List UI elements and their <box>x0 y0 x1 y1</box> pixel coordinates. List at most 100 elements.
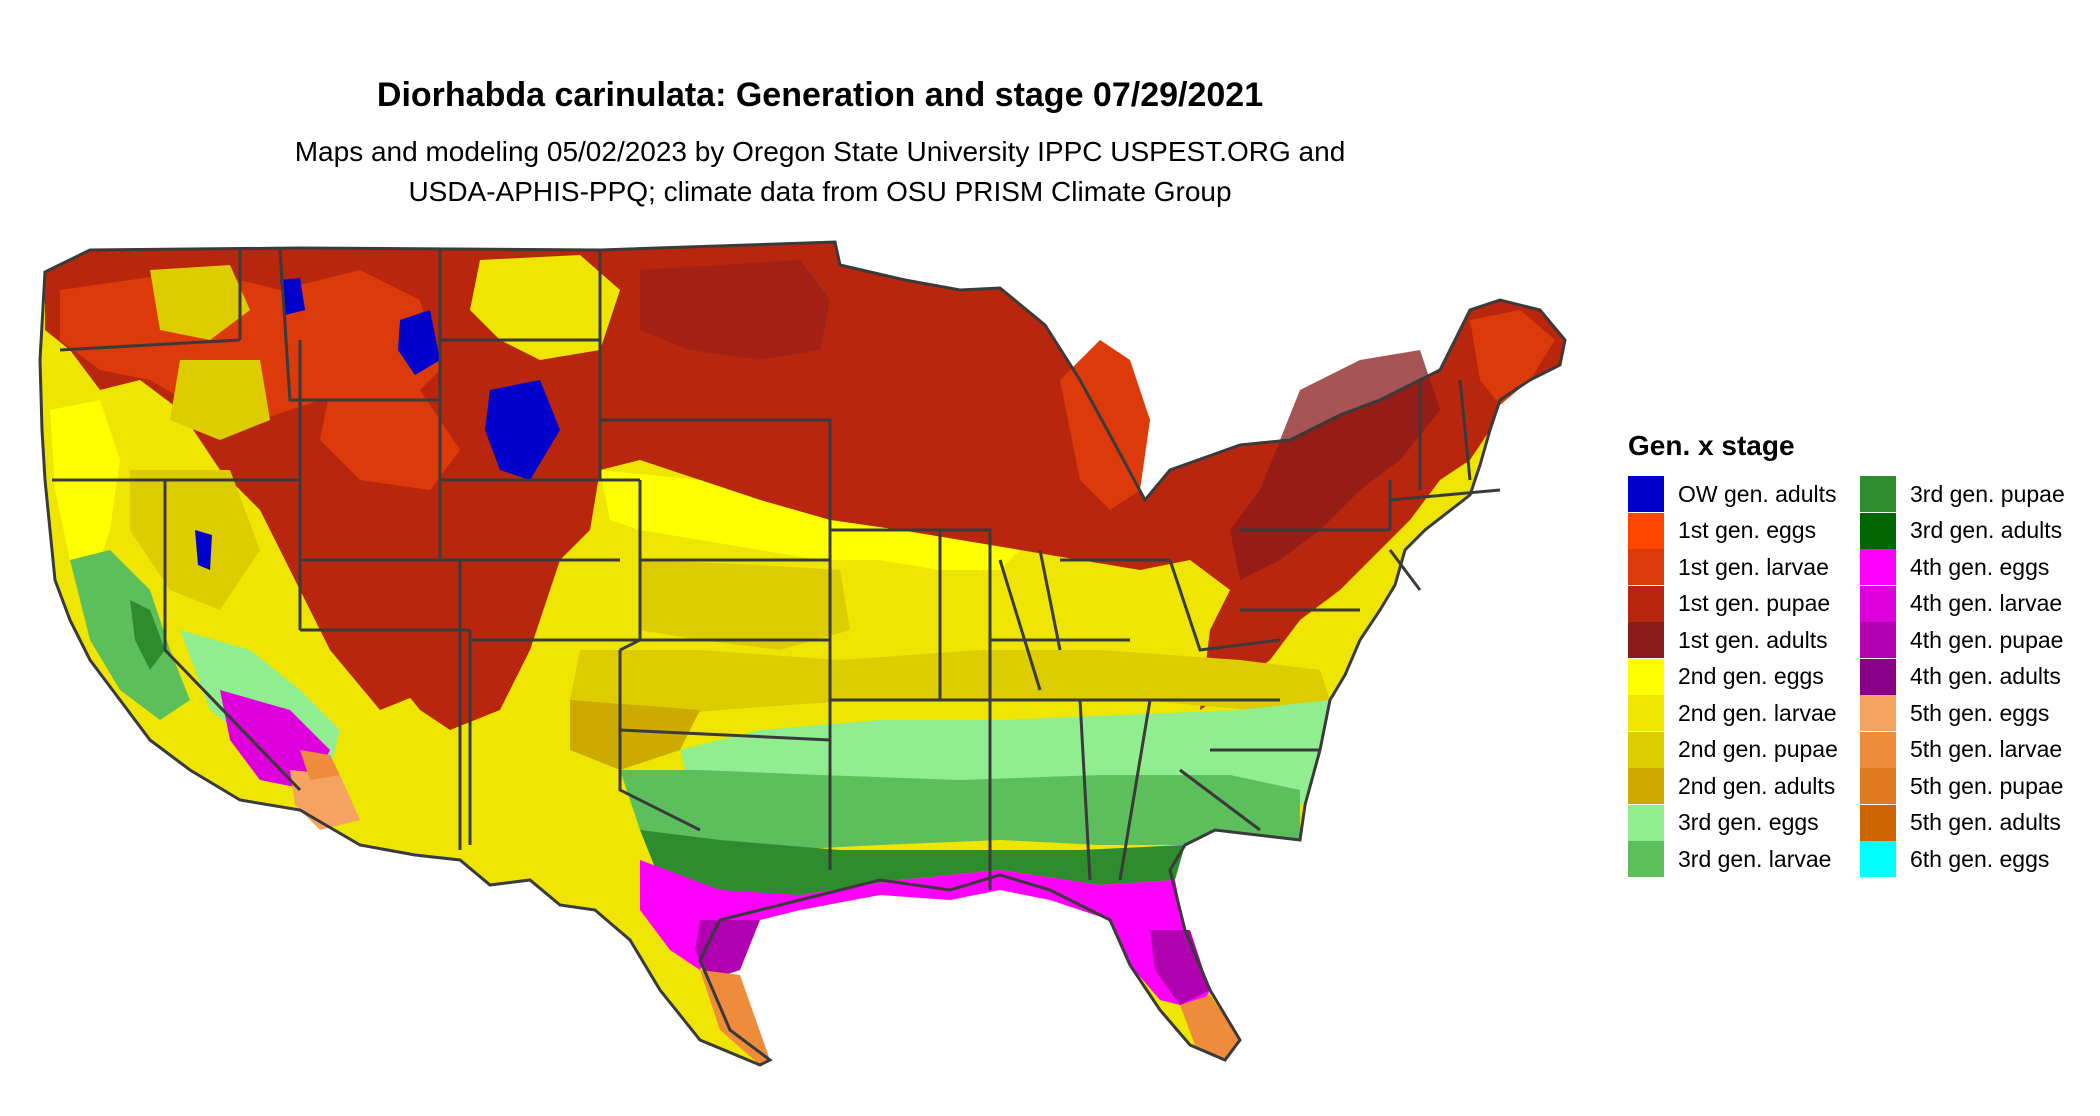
legend-item: 5th gen. adults <box>1860 804 2092 842</box>
zone-1st-gen-mountain <box>260 460 470 710</box>
legend-swatch <box>1628 658 1664 695</box>
zone-2nd-gen-pupae-kansas <box>640 560 850 650</box>
legend-swatch <box>1628 804 1664 841</box>
map-title: Diorhabda carinulata: Generation and sta… <box>376 76 1264 114</box>
legend-item: 6th gen. eggs <box>1860 841 2092 878</box>
legend-item: 3rd gen. adults <box>1860 512 2092 550</box>
zone-3rd-gen-adults-california <box>130 600 165 670</box>
legend-swatch <box>1860 549 1896 586</box>
legend-title: Gen. x stage <box>1628 430 1795 461</box>
subtitle-line-1: Maps and modeling 05/02/2023 by Oregon S… <box>294 136 1346 167</box>
zone-ow-adults-wyoming <box>398 310 440 375</box>
legend-label: 2nd gen. pupae <box>1678 736 1838 763</box>
legend-label: 3rd gen. pupae <box>1910 480 2065 507</box>
zone-1st-gen-larvae-maine <box>1470 310 1555 405</box>
legend-label: 4th gen. larvae <box>1910 590 2063 617</box>
legend-label: 4th gen. adults <box>1910 663 2061 690</box>
legend-label: 3rd gen. eggs <box>1678 809 1819 836</box>
legend-label: 4th gen. pupae <box>1910 626 2064 653</box>
legend-item: OW gen. adults <box>1628 476 1860 513</box>
us-generation-stage-map <box>38 240 1567 1067</box>
legend-item: 2nd gen. pupae <box>1628 731 1860 769</box>
legend-label: 2nd gen. adults <box>1678 772 1836 799</box>
zone-4th-gen-pupae-florida <box>1150 930 1210 1005</box>
zone-2nd-gen-eggs-oregon <box>170 360 270 440</box>
zone-2nd-gen-adults-texas-panhandle <box>570 700 700 770</box>
legend-item: 3rd gen. eggs <box>1628 804 1860 842</box>
legend-swatch <box>1860 476 1896 513</box>
legend-swatch <box>1628 841 1664 878</box>
zone-5th-gen-arizona-larvae <box>300 750 340 780</box>
legend: Gen. x stage OW gen. adults 1st gen. eggs… <box>1628 430 2092 878</box>
zone-2nd-gen-eggs-plains <box>600 470 1020 570</box>
zone-1st-gen-adults-minnesota <box>640 260 830 360</box>
legend-item: 4th gen. adults <box>1860 658 2092 696</box>
zone-ow-adults-sierra <box>195 530 212 570</box>
legend-item: 1st gen. eggs <box>1628 512 1860 550</box>
legend-label: 3rd gen. larvae <box>1678 845 1832 872</box>
legend-swatch <box>1860 731 1896 768</box>
legend-item: 3rd gen. pupae <box>1860 476 2092 513</box>
zone-4th-gen-arizona <box>220 690 330 790</box>
legend-item: 5th gen. pupae <box>1860 768 2092 805</box>
legend-swatch <box>1628 731 1664 768</box>
legend-label: 1st gen. adults <box>1678 626 1828 653</box>
legend-swatch <box>1860 585 1896 622</box>
map-subtitle: Maps and modeling 05/02/2023 by Oregon S… <box>0 132 1640 212</box>
zone-2nd-gen-eggs-nevada <box>130 470 260 610</box>
legend-swatch <box>1628 585 1664 622</box>
legend-label: 6th gen. eggs <box>1910 845 2050 872</box>
legend-label: 2nd gen. eggs <box>1678 663 1824 690</box>
legend-item: 1st gen. pupae <box>1628 585 1860 623</box>
legend-label: 1st gen. eggs <box>1678 517 1817 544</box>
zone-5th-gen-texas <box>700 970 770 1065</box>
zone-3rd-gen-pupae <box>640 830 1185 900</box>
zone-2nd-gen-eggs-montana <box>470 255 620 360</box>
zone-1st-gen-larvae-mountain <box>320 390 460 490</box>
state-borders <box>38 240 1567 1067</box>
legend-label: 5th gen. larvae <box>1910 736 2063 763</box>
legend-item: 3rd gen. larvae <box>1628 841 1860 878</box>
zone-ow-adults-montana <box>280 278 305 315</box>
zone-2nd-gen-eggs-west-coast <box>50 400 120 590</box>
zone-5th-gen-florida <box>1180 995 1240 1060</box>
legend-label: 5th gen. eggs <box>1910 699 2050 726</box>
legend-item: 1st gen. larvae <box>1628 549 1860 586</box>
zone-2nd-gen-eggs-washington <box>150 265 250 340</box>
legend-item: 4th gen. eggs <box>1860 549 2092 586</box>
legend-label: 1st gen. pupae <box>1678 590 1831 617</box>
legend-label: 5th gen. pupae <box>1910 772 2064 799</box>
zone-1st-gen-adults-northeast <box>1230 350 1440 580</box>
legend-label: 5th gen. adults <box>1910 809 2061 836</box>
legend-label: 4th gen. eggs <box>1910 553 2050 580</box>
legend-swatch <box>1860 841 1896 878</box>
legend-swatch <box>1860 804 1896 841</box>
legend-swatch <box>1628 512 1664 549</box>
legend-swatch <box>1860 768 1896 805</box>
legend-item: 2nd gen. adults <box>1628 768 1860 805</box>
legend-swatch <box>1628 622 1664 659</box>
legend-label: 3rd gen. adults <box>1910 517 2063 544</box>
legend-label: 1st gen. larvae <box>1678 553 1829 580</box>
legend-item: 4th gen. larvae <box>1860 585 2092 623</box>
legend-item: 5th gen. larvae <box>1860 731 2092 769</box>
legend-label: 2nd gen. larvae <box>1678 699 1837 726</box>
legend-swatch <box>1860 658 1896 695</box>
legend-swatch <box>1628 768 1664 805</box>
legend-swatch <box>1860 512 1896 549</box>
legend-item: 1st gen. adults <box>1628 622 1860 659</box>
legend-items: OW gen. adults 1st gen. eggs 1st gen. larv… <box>1628 476 2092 878</box>
legend-item: 2nd gen. eggs <box>1628 658 1860 696</box>
legend-swatch <box>1628 476 1664 513</box>
zone-ow-adults-colorado <box>485 380 560 480</box>
legend-swatch <box>1860 622 1896 659</box>
legend-swatch <box>1628 549 1664 586</box>
zone-3rd-gen-california <box>70 550 190 720</box>
zone-1st-gen-larvae-northwest <box>60 270 440 420</box>
legend-swatch <box>1860 695 1896 732</box>
zone-2nd-gen-pupae-south <box>570 650 1330 720</box>
subtitle-line-2: USDA-APHIS-PPQ; climate data from OSU PR… <box>408 176 1232 207</box>
legend-item: 2nd gen. larvae <box>1628 695 1860 732</box>
legend-item: 5th gen. eggs <box>1860 695 2092 732</box>
legend-swatch <box>1628 695 1664 732</box>
